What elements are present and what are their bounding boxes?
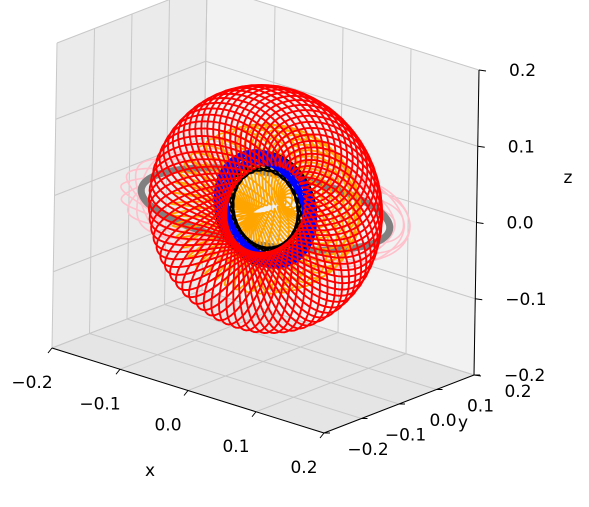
grid-line	[255, 353, 407, 413]
x-tick-label: 0.0	[154, 416, 181, 436]
x-tick-label: −0.2	[11, 373, 52, 393]
series-5-line	[162, 120, 383, 329]
x-tick	[319, 432, 325, 439]
z-axis-label: z	[564, 168, 573, 188]
series-5-line	[167, 113, 384, 326]
series-5-line	[148, 103, 369, 334]
grid-line	[126, 318, 400, 405]
x-tick	[115, 368, 121, 375]
y-axis-label: y	[458, 413, 468, 433]
z-tick-label: −0.2	[504, 366, 545, 386]
series-5	[147, 83, 384, 335]
series-5-line	[171, 107, 384, 322]
axis-ticks: −0.2−0.2−0.2−0.1−0.1−0.10.0 0.00.00.10.10…	[11, 61, 546, 478]
grid-line	[405, 48, 412, 354]
z-tick-label: 0.2	[509, 61, 536, 81]
grid-line	[55, 60, 206, 120]
grid-line	[205, 60, 478, 147]
series-5-line	[152, 114, 376, 334]
y-tick-label: 0.1	[467, 397, 494, 417]
grid-line	[56, 0, 170, 44]
series-5-line	[188, 92, 379, 305]
x-tick	[183, 390, 189, 396]
z-tick	[478, 69, 487, 72]
z-tick	[475, 298, 483, 301]
x-tick-label: −0.1	[79, 394, 120, 414]
z-tick-label: 0.0	[507, 214, 534, 234]
z-tick	[477, 145, 485, 148]
plot-curves	[120, 83, 411, 335]
grid-line	[164, 304, 437, 390]
x-axis-label: x	[145, 461, 155, 481]
z-tick	[476, 222, 484, 224]
series-5-line	[177, 101, 383, 317]
z-tick-label: −0.1	[505, 290, 546, 310]
series-2-line	[195, 132, 357, 268]
series-2-line	[189, 149, 362, 287]
x-tick-label: 0.2	[290, 458, 317, 478]
x-tick-label: 0.1	[222, 437, 249, 457]
grid-line	[253, 0, 480, 71]
y-tick-label: −0.1	[385, 426, 426, 446]
y-tick-label: 0.2	[504, 382, 531, 402]
z-tick-label: 0.1	[508, 137, 535, 157]
x-tick	[251, 411, 257, 418]
series-5-line	[158, 127, 381, 332]
x-tick	[47, 347, 53, 354]
y-tick-label: −0.2	[347, 440, 388, 460]
series-5-line	[155, 120, 379, 334]
y-tick-label: 0.0	[429, 411, 456, 431]
